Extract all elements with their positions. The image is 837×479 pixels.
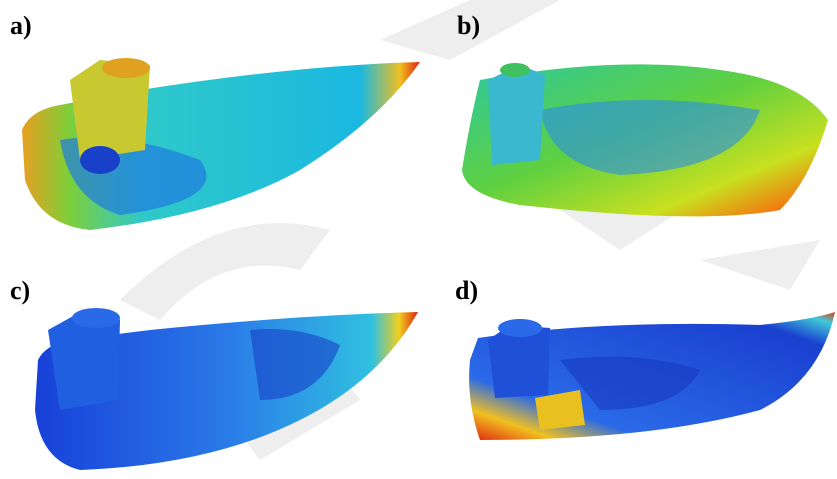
panel-label: d) bbox=[455, 276, 478, 305]
simulation-c bbox=[35, 308, 418, 470]
panel-label: b) bbox=[457, 11, 480, 40]
simulation-d bbox=[469, 312, 835, 440]
panel-label: a) bbox=[10, 11, 32, 40]
panel-label: c) bbox=[10, 276, 30, 305]
simulation-a bbox=[22, 58, 420, 230]
simulation-b bbox=[462, 63, 828, 217]
